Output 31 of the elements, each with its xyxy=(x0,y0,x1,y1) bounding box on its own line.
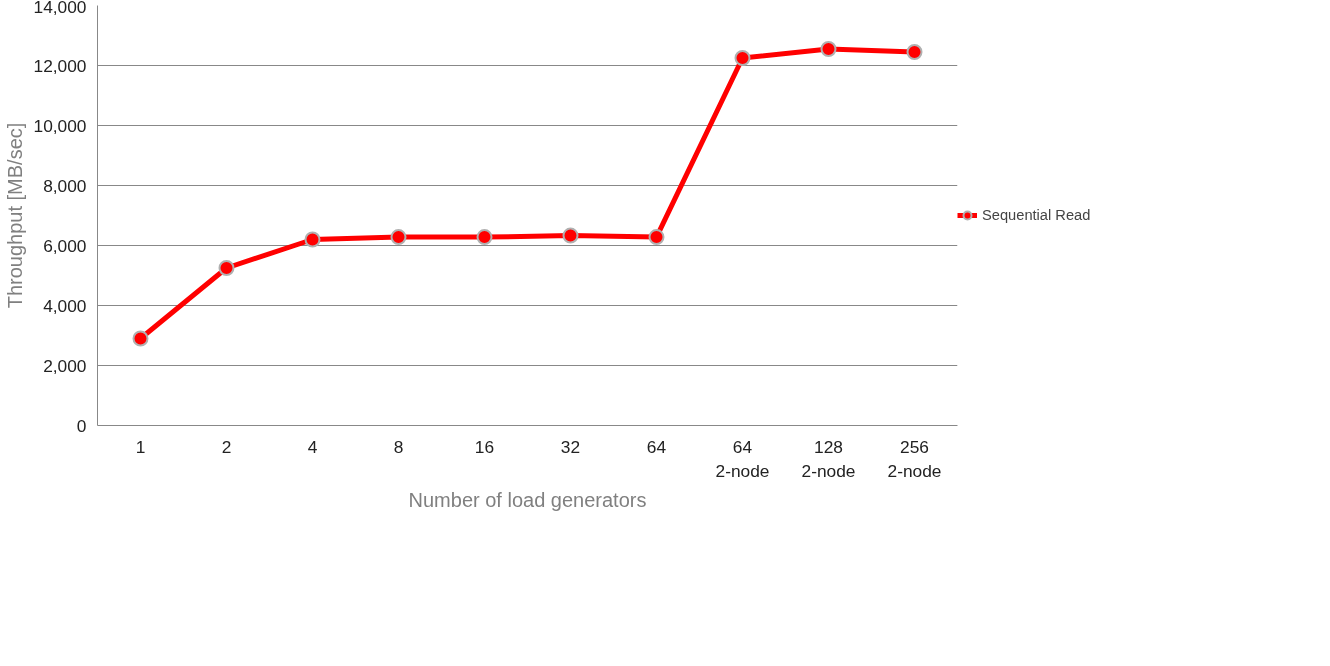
x-axis-title: Number of load generators xyxy=(408,488,647,511)
point xyxy=(648,229,665,246)
point xyxy=(218,260,235,276)
point xyxy=(304,231,321,248)
point xyxy=(734,50,751,66)
x-tick-label: 2 xyxy=(221,436,232,457)
y-tick-label: 14,000 xyxy=(33,0,87,17)
x-tick-label: 4 xyxy=(307,436,318,457)
x-tick-label: 32 xyxy=(560,436,581,457)
x-tick-label: 16 xyxy=(474,436,495,457)
y-tick-label: 6,000 xyxy=(43,235,87,256)
x-tick-label: 1 xyxy=(135,436,146,457)
y-tick-label: 8,000 xyxy=(43,175,87,196)
point xyxy=(906,44,923,60)
y-axis-title: Throughput [MB/sec] xyxy=(3,122,26,309)
y-tick-label: 4,000 xyxy=(43,295,87,316)
x-tick-label: 128 2-node xyxy=(801,436,856,481)
y-tick-label: 12,000 xyxy=(33,55,87,76)
x-tick-label: 64 xyxy=(646,436,667,457)
legend-label: Sequential Read xyxy=(982,207,1091,223)
point xyxy=(562,227,579,244)
point xyxy=(132,330,149,347)
point xyxy=(820,41,837,57)
x-tick-label: 8 xyxy=(393,436,404,457)
x-tick-label: 64 2-node xyxy=(715,436,770,481)
x-tick-label: 256 2-node xyxy=(887,436,942,481)
y-tick-label: 0 xyxy=(76,415,87,436)
point xyxy=(390,229,407,246)
point xyxy=(476,229,493,246)
y-tick-label: 2,000 xyxy=(43,355,87,376)
y-tick-label: 10,000 xyxy=(33,115,87,136)
